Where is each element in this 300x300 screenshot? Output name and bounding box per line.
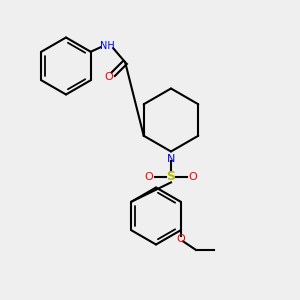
Text: O: O xyxy=(145,172,154,182)
Text: O: O xyxy=(176,234,185,244)
Text: O: O xyxy=(188,172,197,182)
Text: NH: NH xyxy=(100,41,115,51)
Text: O: O xyxy=(104,72,113,82)
Text: S: S xyxy=(167,170,176,184)
Text: N: N xyxy=(167,154,175,164)
